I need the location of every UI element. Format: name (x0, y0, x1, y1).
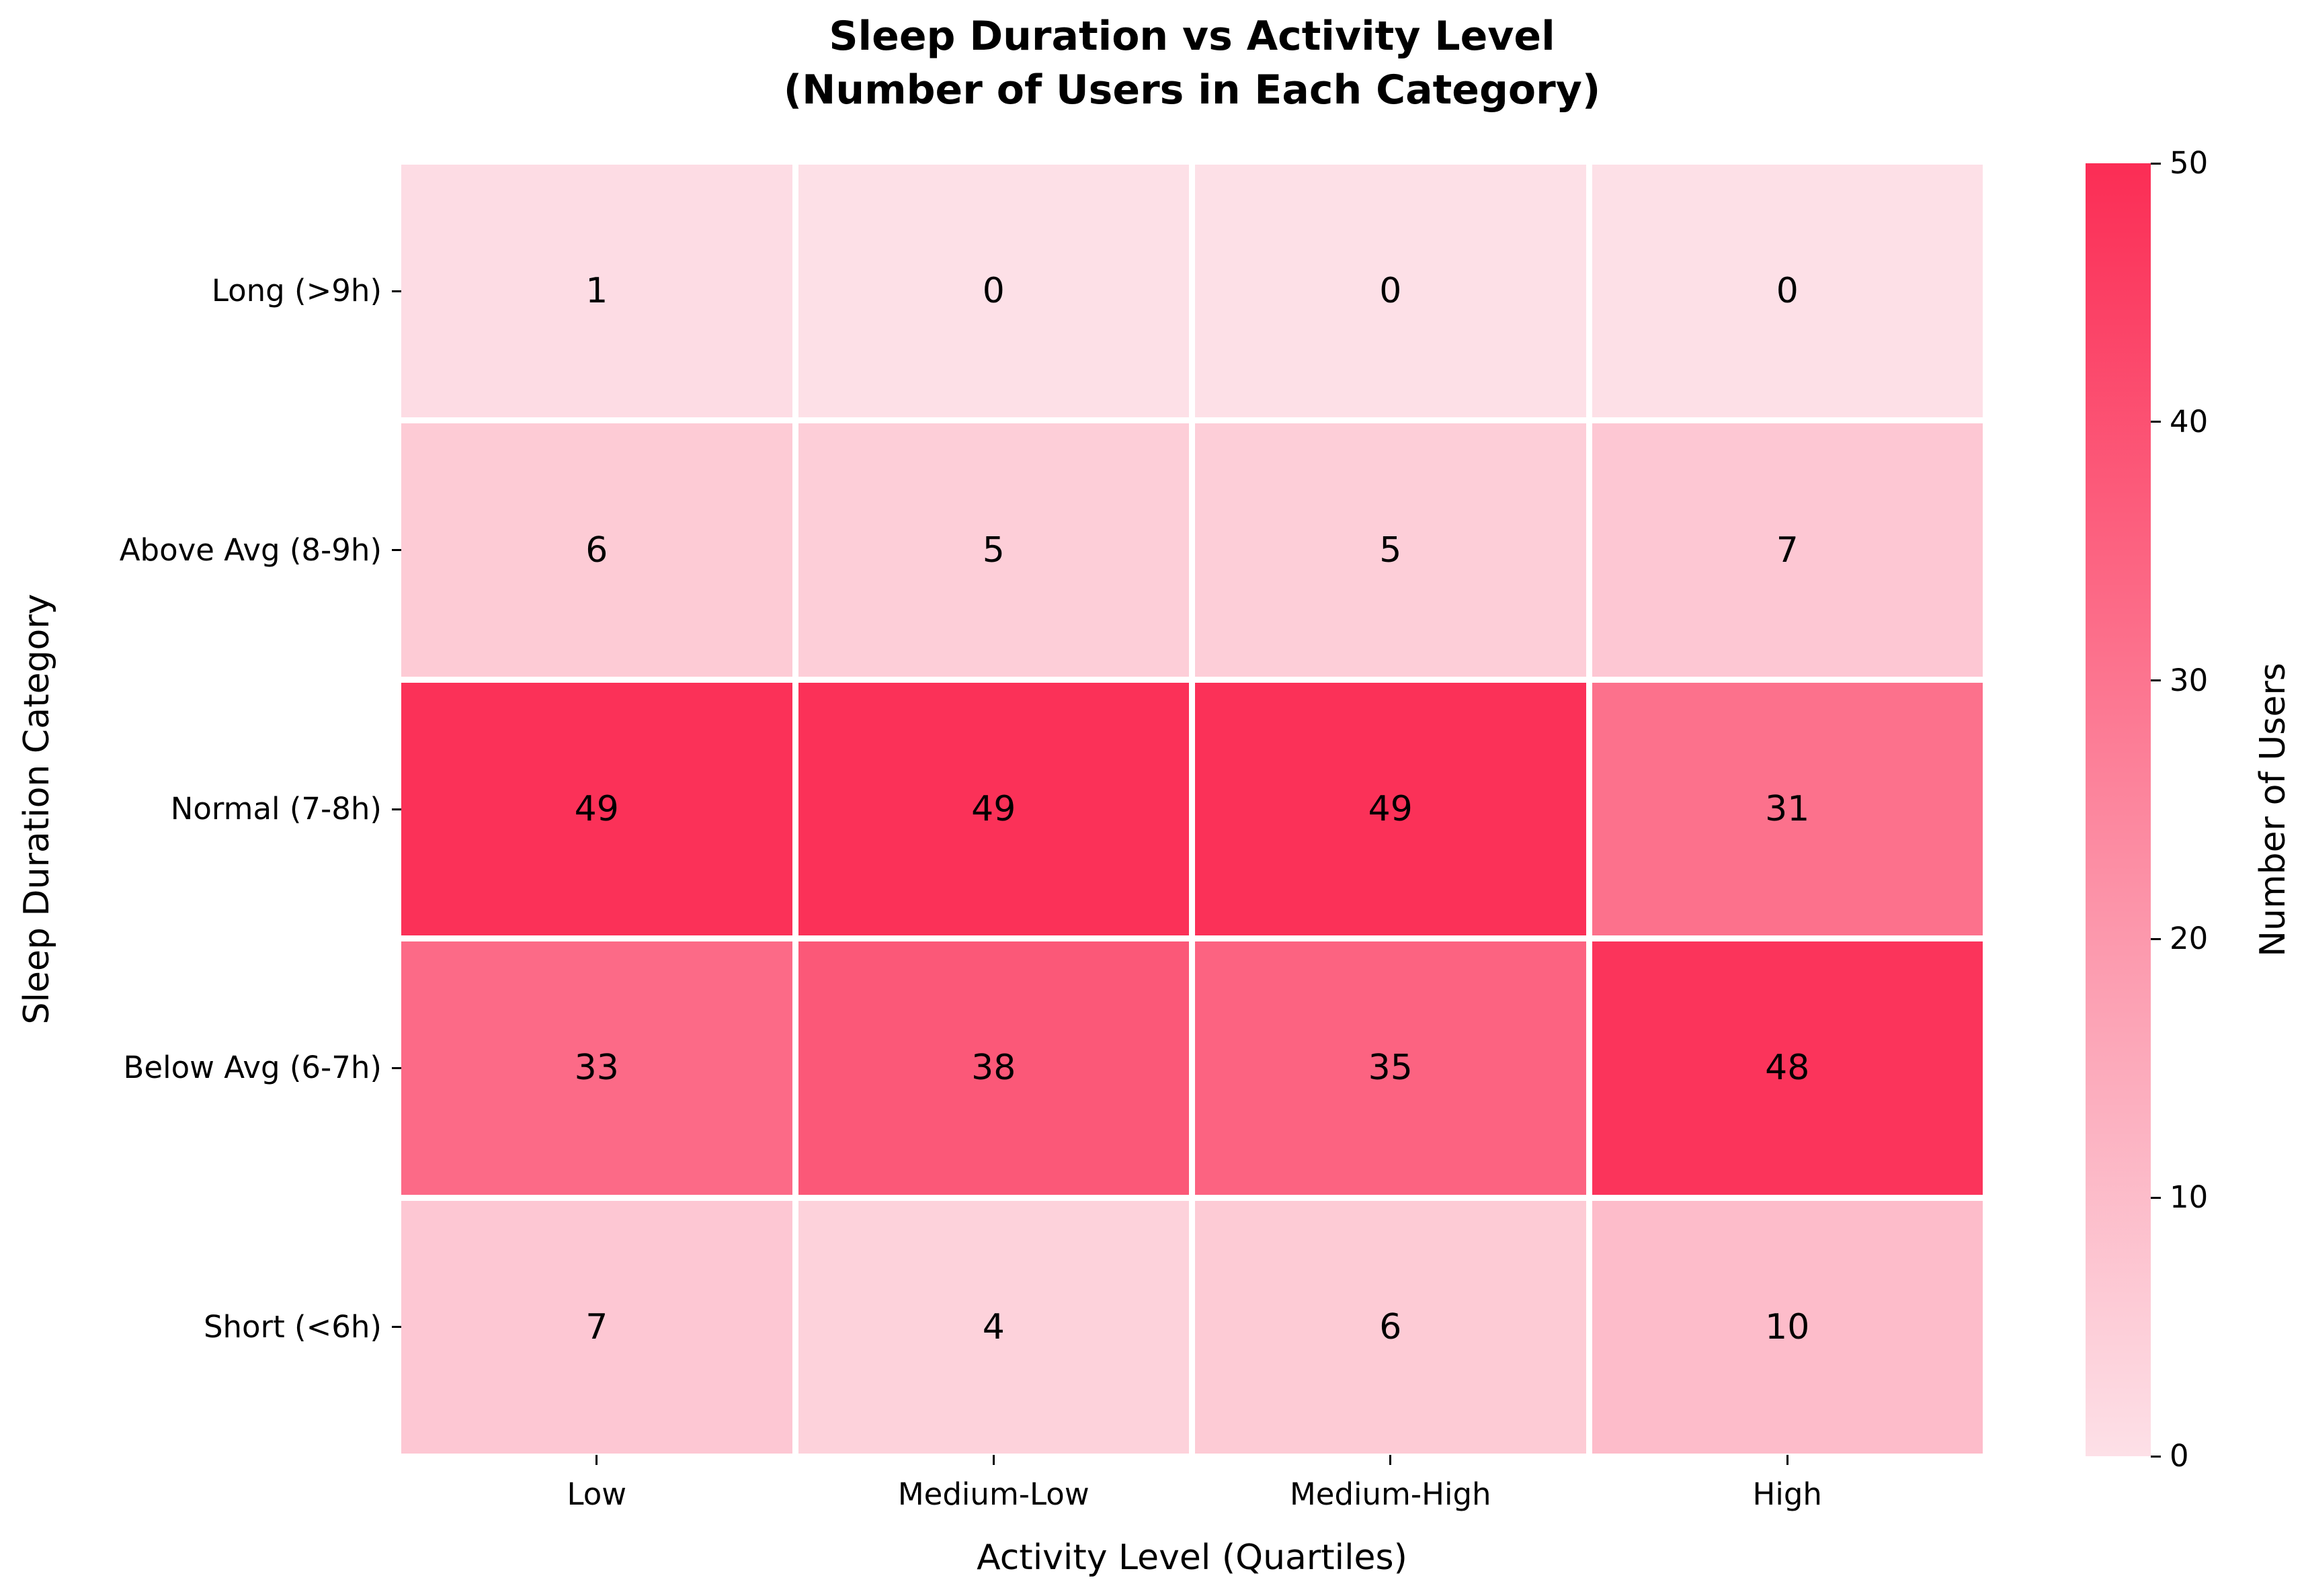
heatmap-cell: 35 (1195, 941, 1586, 1195)
heatmap-cell: 31 (1592, 682, 1983, 936)
colorbar-tick-label: 30 (2170, 662, 2209, 698)
y-tick-label: Above Avg (8-9h) (119, 532, 382, 568)
heatmap-grid: 1 0 0 0 6 5 5 7 49 49 49 31 33 38 35 48 7 4 6 10 (401, 165, 1983, 1454)
chart-title-line1: Sleep Duration vs Activity Level (829, 13, 1555, 60)
tick-mark (392, 290, 401, 292)
tick-mark (1389, 1455, 1392, 1465)
heatmap-cell: 5 (1195, 423, 1586, 677)
heatmap-cell: 4 (798, 1200, 1189, 1454)
heatmap-cell: 7 (401, 1200, 792, 1454)
tick-mark (2151, 162, 2161, 165)
heatmap-cell: 49 (798, 682, 1189, 936)
tick-mark (392, 1326, 401, 1329)
y-tick-label: Short (<6h) (203, 1308, 382, 1345)
tick-mark (392, 1066, 401, 1069)
colorbar-tick-label: 10 (2170, 1179, 2209, 1216)
heatmap-cell: 49 (401, 682, 792, 936)
heatmap-cell: 49 (1195, 682, 1586, 936)
heatmap-cell: 0 (1592, 165, 1983, 418)
colorbar-label: Number of Users (2253, 663, 2293, 957)
y-tick-label: Normal (7-8h) (170, 791, 382, 827)
heatmap-cell: 48 (1592, 941, 1983, 1195)
heatmap-cell: 33 (401, 941, 792, 1195)
tick-mark (992, 1455, 995, 1465)
y-tick-label: Long (>9h) (211, 273, 382, 309)
x-tick-label: High (1752, 1476, 1822, 1512)
colorbar-tick-label: 0 (2170, 1438, 2189, 1474)
x-tick-label: Medium-High (1289, 1476, 1491, 1512)
heatmap-cell: 1 (401, 165, 792, 418)
heatmap-cell: 5 (798, 423, 1189, 677)
colorbar-tick-label: 20 (2170, 921, 2209, 957)
x-tick-label: Low (567, 1476, 627, 1512)
heatmap-cell: 38 (798, 941, 1189, 1195)
heatmap-cell: 6 (1195, 1200, 1586, 1454)
y-tick-label: Below Avg (6-7h) (123, 1050, 382, 1086)
heatmap-cell: 7 (1592, 423, 1983, 677)
x-tick-label: Medium-Low (897, 1476, 1089, 1512)
heatmap-cell: 0 (1195, 165, 1586, 418)
tick-mark (2151, 679, 2161, 682)
tick-mark (2151, 1196, 2161, 1199)
colorbar-tick-label: 40 (2170, 403, 2209, 439)
tick-mark (595, 1455, 598, 1465)
x-axis-label: Activity Level (Quartiles) (977, 1538, 1407, 1578)
chart-title: Sleep Duration vs Activity Level (Number… (401, 9, 1983, 117)
tick-mark (392, 549, 401, 552)
colorbar-gradient (2086, 163, 2151, 1456)
heatmap-cell: 10 (1592, 1200, 1983, 1454)
heatmap-cell: 0 (798, 165, 1189, 418)
tick-mark (392, 808, 401, 810)
chart-title-line2: (Number of Users in Each Category) (783, 67, 1601, 114)
tick-mark (2151, 421, 2161, 423)
heatmap-cell: 6 (401, 423, 792, 677)
tick-mark (2151, 937, 2161, 940)
tick-mark (1786, 1455, 1788, 1465)
tick-mark (2151, 1455, 2161, 1458)
colorbar-tick-label: 50 (2170, 145, 2209, 181)
